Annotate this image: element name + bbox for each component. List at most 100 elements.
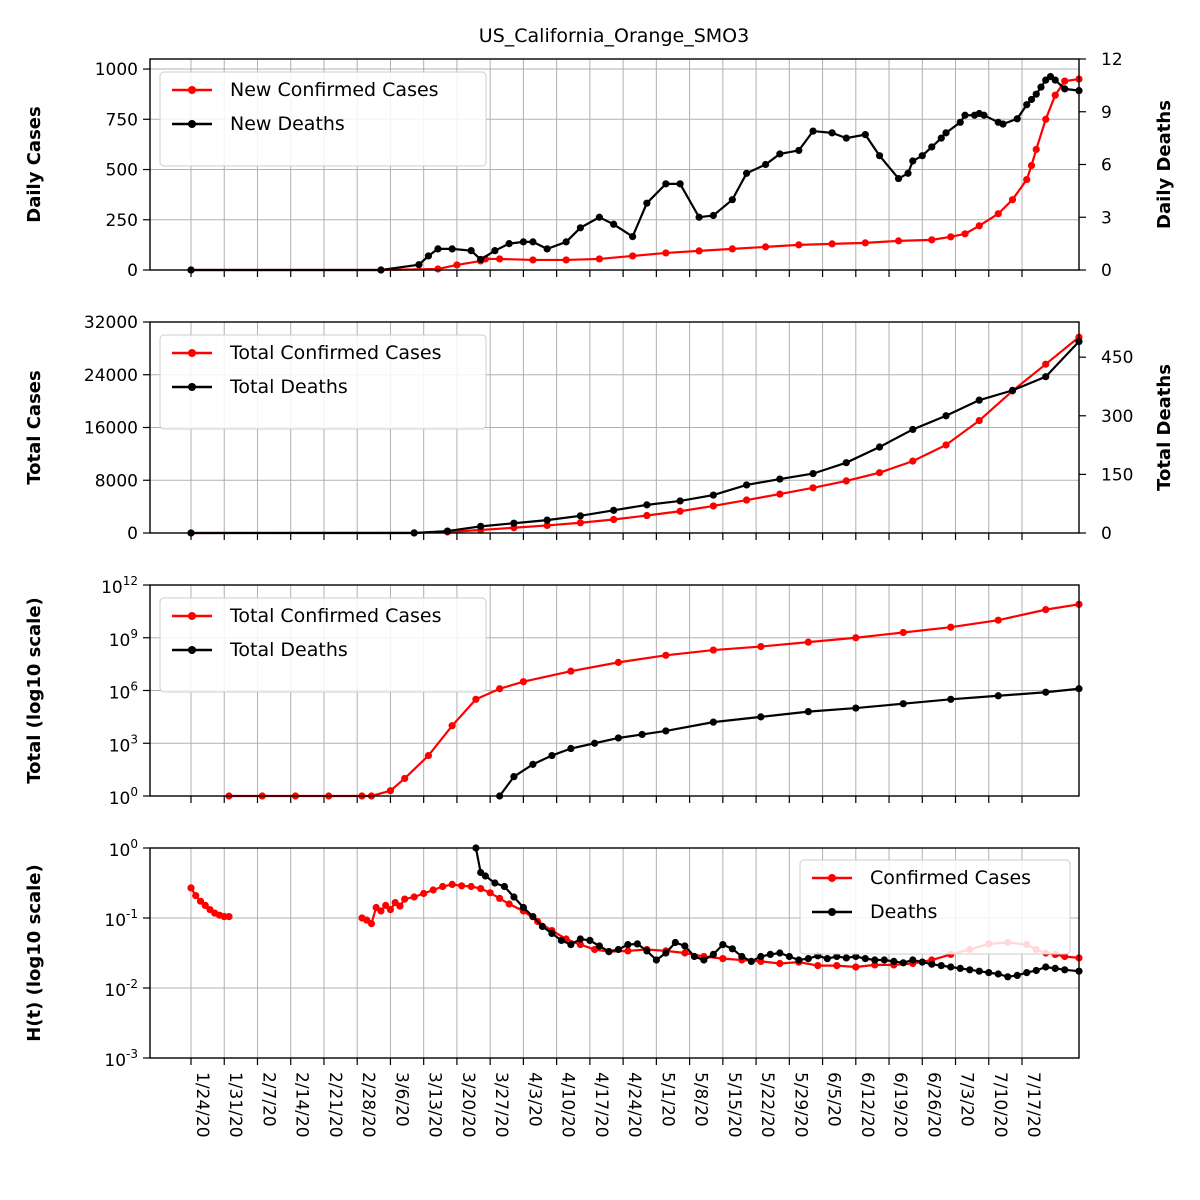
series-deaths-point: [994, 970, 1002, 978]
series-total-confirmed-cases-point: [852, 634, 860, 642]
y2-tick-label: 150: [1101, 465, 1133, 485]
series-segment-point: [776, 959, 784, 968]
y-tick-label: 1012: [101, 574, 138, 598]
x-tick-label: 7/10/20: [990, 1072, 1010, 1138]
series-segment-point: [576, 941, 584, 949]
series-total-deaths-point: [567, 744, 575, 753]
series-confirmed-cases-point: [187, 884, 195, 892]
series-deaths-point: [671, 938, 679, 947]
legend-marker: [188, 646, 196, 654]
series-total-confirmed-cases-point: [709, 646, 717, 654]
series-total-deaths-point: [643, 501, 651, 509]
y2-tick-label: 0: [1101, 261, 1112, 281]
y-tick-label: 10-1: [104, 907, 138, 931]
series-deaths-point: [595, 942, 603, 950]
plot-frame: [149, 321, 1080, 534]
legend-box: [159, 71, 487, 167]
series-total-deaths-point: [477, 522, 485, 530]
x-tick-label: 4/24/20: [624, 1072, 644, 1138]
y-tick-label: 8000: [95, 471, 138, 491]
series-new-confirmed-cases-point: [761, 243, 770, 251]
series-new-confirmed-cases-point: [861, 239, 869, 247]
series-new-deaths-point: [424, 252, 433, 260]
series-total-confirmed-cases-point: [975, 416, 983, 425]
legend-marker: [188, 120, 196, 128]
y-tick-label: 250: [106, 211, 138, 231]
series-deaths-point: [481, 872, 490, 880]
legend-label: Deaths: [870, 901, 937, 923]
series-total-deaths-point: [809, 470, 817, 478]
series-new-confirmed-cases-point: [1023, 175, 1031, 184]
series-new-confirmed-cases-point: [894, 237, 903, 245]
series-new-deaths-point: [937, 134, 945, 142]
series-new-deaths-point: [909, 157, 917, 165]
series-total-deaths-point: [591, 739, 599, 747]
x-tick-label: 6/26/20: [923, 1072, 943, 1138]
series-new-deaths-point: [576, 224, 584, 232]
series-total-deaths-point: [776, 475, 784, 483]
plot-frame: [149, 584, 1080, 797]
x-tick-label: 4/10/20: [558, 1072, 578, 1138]
series-total-deaths-point: [975, 396, 983, 404]
series-total-confirmed-cases-point: [942, 441, 950, 449]
series-deaths-point: [975, 967, 983, 975]
series-total-confirmed-cases-point: [757, 642, 765, 651]
series-new-deaths-point: [415, 261, 423, 269]
series-segment-point: [719, 955, 727, 963]
series-deaths-point: [785, 952, 793, 961]
y2-axis-label: Total Deaths: [1154, 364, 1175, 491]
series-new-deaths-point: [999, 120, 1007, 128]
series-deaths-point: [738, 952, 746, 961]
x-tick-label: 4/3/20: [524, 1072, 544, 1127]
x-tick-label: 3/20/20: [458, 1072, 478, 1138]
series-total-confirmed-cases-point: [1042, 360, 1050, 368]
series-total-confirmed-cases-point: [709, 502, 717, 510]
series-total-deaths-point: [852, 704, 860, 712]
y-tick-label: 1000: [95, 60, 138, 80]
series-new-deaths-point: [519, 238, 528, 246]
series-new-deaths-point: [543, 245, 551, 253]
legend: Total Confirmed Cases Total Deaths: [159, 334, 487, 430]
series-segment-point: [852, 963, 860, 971]
series-deaths-point: [833, 952, 841, 961]
y-axis-label: H(t) (log10 scale): [24, 864, 45, 1042]
series-confirmed-cases: [187, 884, 233, 921]
series-new-confirmed-cases-point: [1032, 145, 1040, 154]
legend-box: [159, 334, 487, 430]
series-total-confirmed-cases-point: [643, 511, 651, 520]
series-new-confirmed-cases-point: [1051, 91, 1059, 99]
series-total-deaths-point: [510, 773, 518, 781]
series-deaths-point: [614, 945, 622, 954]
series-total-confirmed-cases-line: [190, 336, 1080, 535]
y-tick-label: 109: [109, 627, 138, 651]
series-new-confirmed-cases-point: [662, 249, 670, 257]
series-total-deaths-point: [676, 497, 684, 505]
series-total-deaths-point: [757, 713, 765, 721]
legend-label: New Confirmed Cases: [230, 79, 439, 101]
series-total-deaths: [187, 337, 1083, 537]
series-new-deaths-point: [448, 245, 456, 253]
series-total-deaths: [496, 685, 1083, 800]
series-segment-point: [386, 906, 395, 914]
series-deaths-point: [719, 941, 727, 949]
x-tick-label: 6/19/20: [890, 1072, 910, 1138]
panel-2: 0 8000 16000 24000 32000 0 150 300 450 Total Case…: [24, 313, 1175, 544]
legend: Confirmed Cases Deaths: [799, 859, 1071, 955]
series-new-deaths-point: [809, 127, 817, 135]
series-deaths-point: [1013, 971, 1021, 980]
series-deaths-point: [548, 929, 556, 938]
series-new-deaths-point: [467, 247, 475, 255]
series-new-confirmed-cases-point: [994, 210, 1002, 218]
series-new-deaths-point: [695, 213, 703, 221]
series-deaths-point: [529, 913, 537, 921]
series-new-deaths-point: [795, 146, 803, 155]
series-deaths-point: [842, 954, 850, 962]
legend-marker: [828, 908, 836, 916]
series-new-confirmed-cases-point: [947, 233, 955, 241]
x-tick-label: 6/5/20: [824, 1072, 844, 1127]
series-new-confirmed-cases-point: [961, 230, 969, 238]
y-tick-label: 103: [109, 732, 138, 756]
x-tick-label: 3/13/20: [425, 1072, 445, 1138]
series-segment-point: [448, 880, 456, 889]
y2-tick-label: 0: [1101, 524, 1112, 544]
